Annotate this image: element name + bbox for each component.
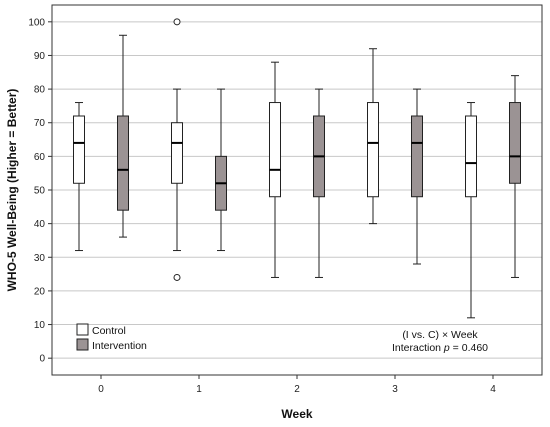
y-tick-label-60: 60 bbox=[34, 152, 46, 163]
x-axis-title: Week bbox=[281, 407, 312, 421]
x-tick-label-0: 0 bbox=[98, 384, 104, 395]
x-tick-label-2: 2 bbox=[294, 384, 300, 395]
x-tick-label-4: 4 bbox=[490, 384, 496, 395]
box-intervention-week-3 bbox=[411, 88, 423, 265]
annotation-line-2-suffix: = 0.460 bbox=[450, 342, 488, 354]
box-iqr bbox=[117, 115, 129, 211]
y-tick-label-0: 0 bbox=[39, 354, 45, 365]
box-iqr bbox=[269, 102, 281, 198]
box-iqr bbox=[171, 122, 183, 184]
y-tick-label-10: 10 bbox=[34, 320, 46, 331]
annotation-line-2-prefix: Interaction bbox=[392, 342, 444, 354]
box-control-week-1 bbox=[171, 18, 183, 281]
box-intervention-week-4 bbox=[509, 75, 521, 278]
y-tick-label-50: 50 bbox=[34, 186, 46, 197]
legend: Control Intervention bbox=[76, 323, 147, 352]
y-tick-label-100: 100 bbox=[28, 17, 45, 28]
x-tick-label-3: 3 bbox=[392, 384, 398, 395]
legend-swatch-intervention bbox=[76, 338, 89, 351]
box-iqr bbox=[411, 115, 423, 198]
box-intervention-week-0 bbox=[117, 34, 129, 238]
outlier-point-24 bbox=[173, 273, 181, 281]
box-intervention-week-2 bbox=[313, 88, 325, 278]
box-control-week-2 bbox=[269, 61, 281, 278]
annotation-line-1: (I vs. C) × Week bbox=[402, 329, 478, 341]
box-iqr bbox=[465, 115, 477, 198]
box-control-week-0 bbox=[73, 102, 85, 252]
interaction-annotation: (I vs. C) × Week Interaction p = 0.460 bbox=[392, 329, 488, 354]
y-tick-label-70: 70 bbox=[34, 118, 46, 129]
annotation-line-2: Interaction p = 0.460 bbox=[392, 342, 488, 354]
y-axis-title: WHO-5 Well-Being (Higher = Better) bbox=[5, 89, 19, 292]
box-iqr bbox=[73, 115, 85, 184]
y-axis-ticks: 0 10 20 30 40 50 60 70 80 90 100 bbox=[28, 17, 52, 365]
legend-label-control: Control bbox=[92, 325, 126, 337]
gridlines bbox=[52, 21, 542, 359]
y-tick-label-30: 30 bbox=[34, 253, 46, 264]
box-control-week-3 bbox=[367, 48, 379, 225]
box-series bbox=[73, 18, 521, 319]
x-tick-label-1: 1 bbox=[196, 384, 202, 395]
legend-swatch-control bbox=[76, 323, 89, 336]
legend-label-intervention: Intervention bbox=[92, 340, 147, 352]
box-iqr bbox=[367, 102, 379, 198]
box-intervention-week-1 bbox=[215, 88, 227, 252]
x-axis-ticks: 0 1 2 3 4 bbox=[98, 375, 496, 395]
outlier-point-100 bbox=[173, 18, 181, 26]
y-tick-label-40: 40 bbox=[34, 219, 46, 230]
y-tick-label-20: 20 bbox=[34, 286, 46, 297]
y-tick-label-90: 90 bbox=[34, 51, 46, 62]
y-tick-label-80: 80 bbox=[34, 85, 46, 96]
box-iqr bbox=[509, 102, 521, 184]
box-control-week-4 bbox=[465, 102, 477, 319]
annotation-line-2-p: p bbox=[443, 342, 450, 354]
